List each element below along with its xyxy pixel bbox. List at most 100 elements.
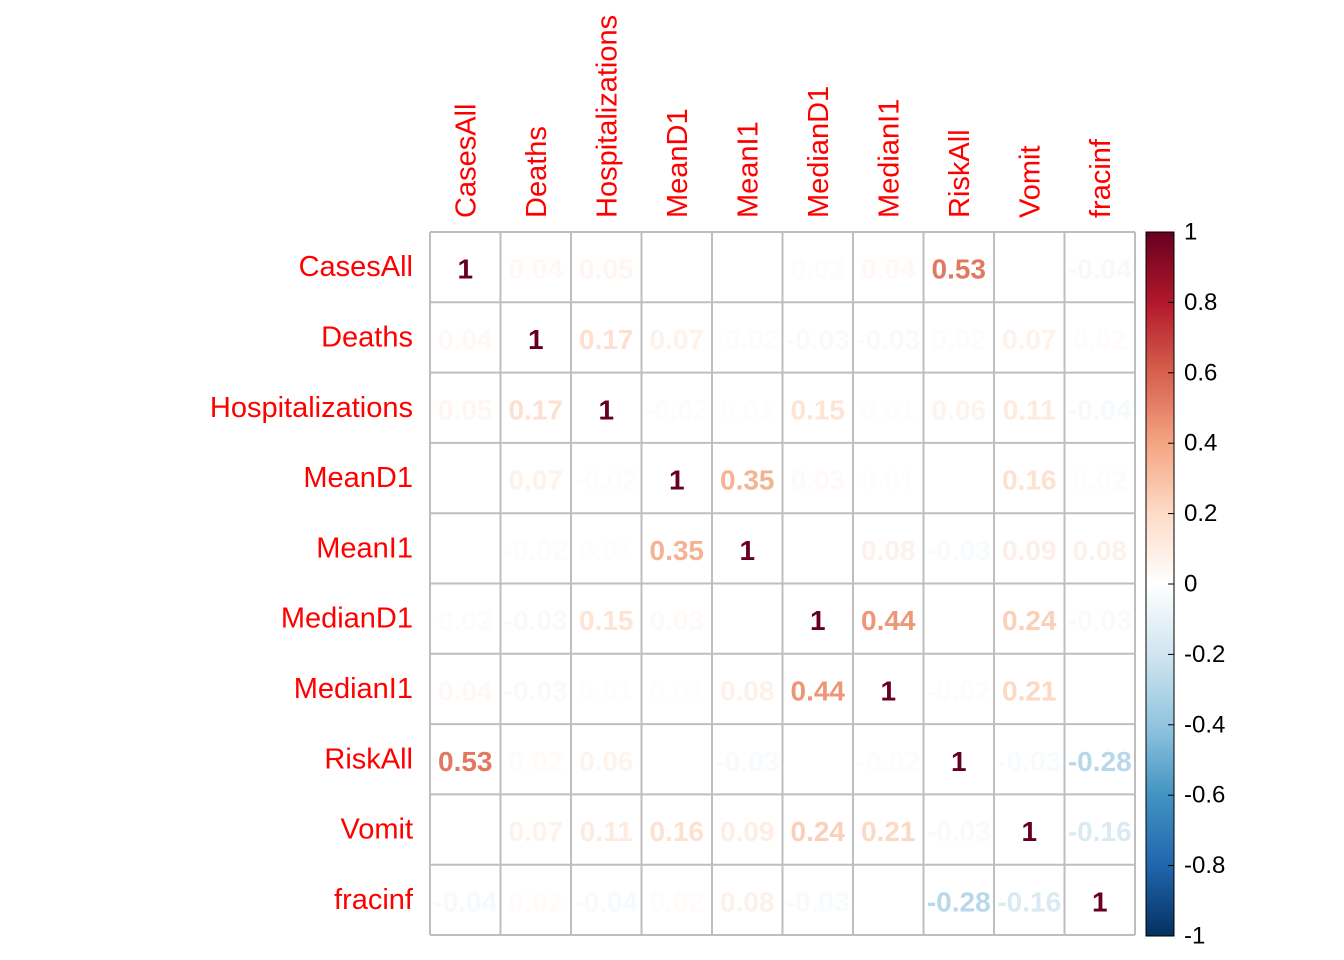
cell-value-mediani1-casesall: 0.04 <box>438 675 493 706</box>
cell-value-deaths-hospitalizations: 0.17 <box>579 324 634 355</box>
cell-value-mediani1-deaths: -0.03 <box>504 675 568 706</box>
cell-value-casesall-casesall: 1 <box>457 254 473 285</box>
cell-value-fracinf-vomit: -0.16 <box>997 886 1061 917</box>
cell-value-meand1-casesall: 0 <box>457 465 473 496</box>
cell-value-deaths-vomit: 0.07 <box>1002 324 1057 355</box>
cell-value-mediand1-mediand1: 1 <box>810 605 826 636</box>
cell-value-meani1-fracinf: 0.08 <box>1073 535 1128 566</box>
cell-value-casesall-riskall: 0.53 <box>932 254 987 285</box>
cell-value-riskall-meand1: 0 <box>669 746 685 777</box>
cell-value-hospitalizations-riskall: 0.06 <box>932 394 987 425</box>
cell-value-meani1-meand1: 0.35 <box>650 535 705 566</box>
cell-value-meani1-mediand1: 0 <box>810 535 826 566</box>
cell-value-meani1-vomit: 0.09 <box>1002 535 1057 566</box>
cell-value-deaths-meani1: -0.02 <box>715 324 779 355</box>
cell-value-casesall-vomit: 0 <box>1021 254 1037 285</box>
cell-value-deaths-casesall: 0.04 <box>438 324 493 355</box>
cell-value-deaths-riskall: 0.02 <box>932 324 987 355</box>
cell-value-hospitalizations-hospitalizations: 1 <box>598 394 614 425</box>
cell-value-deaths-deaths: 1 <box>528 324 544 355</box>
cell-value-riskall-meani1: -0.03 <box>715 746 779 777</box>
legend-tick-label: 0.4 <box>1184 430 1217 457</box>
cell-value-vomit-mediani1: 0.21 <box>861 816 916 847</box>
cell-value-mediand1-meand1: 0.03 <box>650 605 705 636</box>
row-label-mediani1: MedianI1 <box>294 673 413 705</box>
column-label-casesall: CasesAll <box>450 104 482 218</box>
cell-value-riskall-casesall: 0.53 <box>438 746 493 777</box>
row-label-mediand1: MedianD1 <box>281 603 413 635</box>
cell-value-fracinf-hospitalizations: -0.04 <box>574 886 638 917</box>
cell-value-fracinf-deaths: 0.02 <box>509 886 564 917</box>
cell-value-riskall-mediand1: 0 <box>810 746 826 777</box>
cell-value-deaths-meand1: 0.07 <box>650 324 705 355</box>
color-legend: 1 0.8 0.6 0.4 0.2 0 -0.2 -0.4 -0.6 -0.8 -1 <box>1145 219 1225 950</box>
cell-value-meand1-mediand1: 0.03 <box>791 465 846 496</box>
cell-value-mediani1-fracinf: 0 <box>1092 675 1108 706</box>
legend-tick-label: -0.2 <box>1184 641 1225 668</box>
cell-value-meani1-meani1: 1 <box>739 535 755 566</box>
cell-value-deaths-fracinf: 0.02 <box>1073 324 1128 355</box>
cell-value-fracinf-casesall: -0.04 <box>433 886 497 917</box>
cell-value-fracinf-mediani1: 0 <box>880 886 896 917</box>
cell-value-vomit-riskall: -0.03 <box>927 816 991 847</box>
cell-value-fracinf-meand1: 0.02 <box>650 886 705 917</box>
column-label-hospitalizations: Hospitalizations <box>591 15 623 218</box>
cell-value-riskall-vomit: -0.03 <box>997 746 1061 777</box>
cell-value-mediani1-meand1: 0.01 <box>650 675 705 706</box>
cell-value-meani1-deaths: -0.02 <box>504 535 568 566</box>
cell-value-riskall-fracinf: -0.28 <box>1068 746 1132 777</box>
matrix-grid <box>429 231 1136 936</box>
cell-value-mediand1-mediani1: 0.44 <box>861 605 916 636</box>
cell-value-fracinf-mediand1: -0.03 <box>786 886 850 917</box>
cell-value-vomit-deaths: 0.07 <box>509 816 564 847</box>
cell-value-meand1-fracinf: 0.02 <box>1073 465 1128 496</box>
legend-tick-label: 0.8 <box>1184 289 1217 316</box>
legend-tick-label: 1 <box>1184 219 1197 246</box>
legend-tick-label: 0.2 <box>1184 500 1217 527</box>
cell-value-casesall-mediani1: 0.04 <box>861 254 916 285</box>
cell-value-mediand1-casesall: 0.02 <box>438 605 493 636</box>
cell-value-mediand1-riskall: 0 <box>951 605 967 636</box>
row-label-hospitalizations: Hospitalizations <box>210 392 413 424</box>
cell-value-fracinf-meani1: 0.08 <box>720 886 775 917</box>
row-label-casesall: CasesAll <box>299 251 413 283</box>
cell-value-mediand1-deaths: -0.03 <box>504 605 568 636</box>
cell-value-hospitalizations-deaths: 0.17 <box>509 394 564 425</box>
cell-value-meand1-meand1: 1 <box>669 465 685 496</box>
cell-value-casesall-hospitalizations: 0.05 <box>579 254 634 285</box>
cell-value-casesall-meani1: 0 <box>739 254 755 285</box>
cell-value-meani1-casesall: 0 <box>457 535 473 566</box>
column-label-meand1: MeanD1 <box>662 108 694 218</box>
cell-value-meand1-deaths: 0.07 <box>509 465 564 496</box>
cell-value-hospitalizations-meani1: 0.01 <box>720 394 775 425</box>
cell-value-meand1-riskall: 0 <box>951 465 967 496</box>
cell-value-hospitalizations-mediand1: 0.15 <box>791 394 846 425</box>
cell-value-mediand1-vomit: 0.24 <box>1002 605 1057 636</box>
cell-value-mediand1-hospitalizations: 0.15 <box>579 605 634 636</box>
cell-value-casesall-mediand1: 0.02 <box>791 254 846 285</box>
cell-value-mediani1-vomit: 0.21 <box>1002 675 1057 706</box>
cell-value-hospitalizations-vomit: 0.11 <box>1003 394 1056 425</box>
cell-value-meani1-riskall: -0.03 <box>927 535 991 566</box>
cell-value-riskall-deaths: 0.02 <box>509 746 564 777</box>
cell-value-deaths-mediani1: -0.03 <box>856 324 920 355</box>
legend-tick-label: -1 <box>1184 923 1205 950</box>
cell-value-mediani1-riskall: -0.02 <box>927 675 991 706</box>
column-label-meani1: MeanI1 <box>732 121 764 218</box>
cell-value-hospitalizations-fracinf: -0.04 <box>1068 394 1132 425</box>
legend-tick-label: -0.4 <box>1184 711 1225 738</box>
cell-value-vomit-meand1: 0.16 <box>650 816 705 847</box>
row-label-riskall: RiskAll <box>324 743 413 775</box>
cell-value-meani1-hospitalizations: 0.01 <box>579 535 634 566</box>
row-label-meand1: MeanD1 <box>303 462 413 494</box>
column-label-vomit: Vomit <box>1014 145 1046 218</box>
cell-value-vomit-vomit: 1 <box>1021 816 1037 847</box>
cell-value-riskall-riskall: 1 <box>951 746 967 777</box>
cell-value-mediani1-mediani1: 1 <box>880 675 896 706</box>
cell-value-riskall-hospitalizations: 0.06 <box>579 746 634 777</box>
cell-value-casesall-fracinf: -0.04 <box>1068 254 1132 285</box>
cell-value-vomit-casesall: 0 <box>457 816 473 847</box>
cell-value-mediani1-meani1: 0.08 <box>720 675 775 706</box>
cell-value-casesall-meand1: 0 <box>669 254 685 285</box>
cell-value-vomit-mediand1: 0.24 <box>791 816 846 847</box>
